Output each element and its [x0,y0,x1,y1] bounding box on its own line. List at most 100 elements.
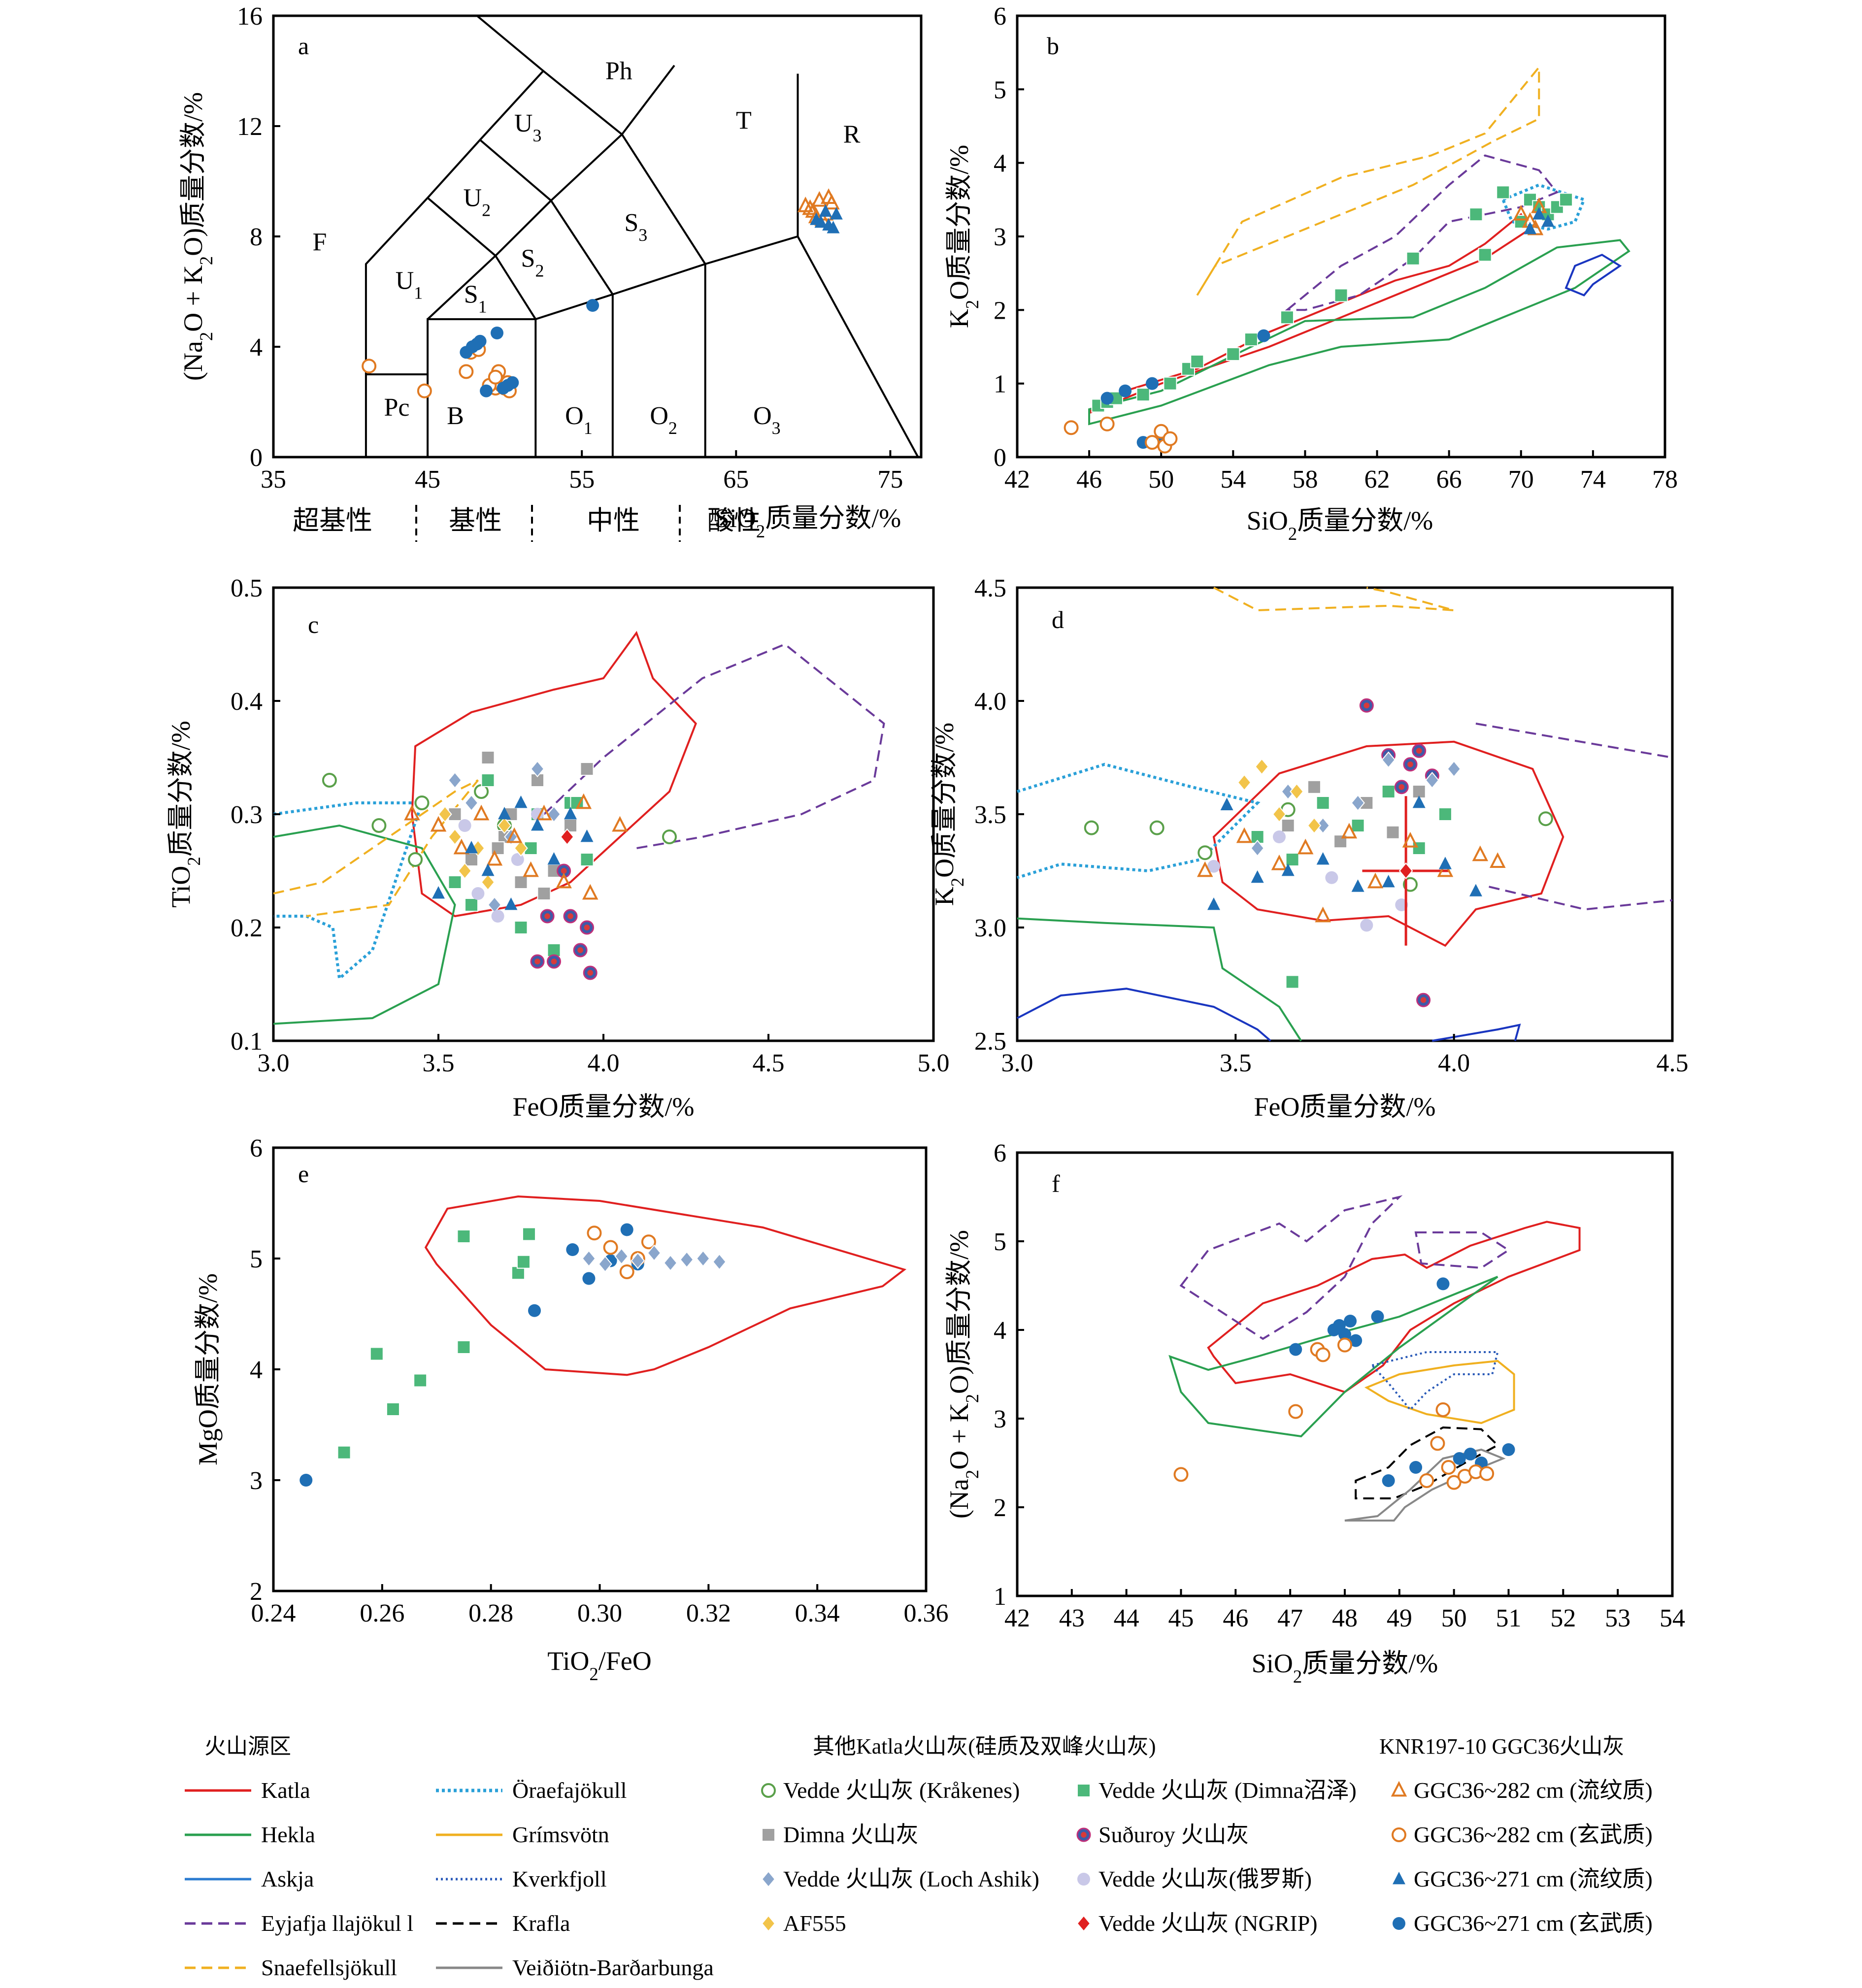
y-tick-label-b: 6 [994,2,1006,31]
data-point [1360,919,1373,932]
y-tick-label-c: 0.2 [231,914,263,942]
eyjafjallajokull-field [543,643,885,849]
x-tick-label-e: 0.32 [686,1599,731,1627]
oraefajokull-field [1017,762,1261,879]
x-tick-label-d: 3.0 [1001,1049,1033,1077]
data-point [497,817,512,834]
data-point [1288,1404,1303,1419]
x-axis-label-a: SiO2质量分数/% [715,503,901,541]
data-point [488,369,503,385]
x-tick-label-f: 54 [1660,1604,1685,1632]
data-point-center [534,959,540,964]
y-tick-label-e: 5 [250,1245,263,1273]
data-point [566,1243,579,1256]
katla-field [424,1195,907,1376]
data-point [1453,1452,1466,1465]
data-point [457,1229,471,1243]
x-tick-label-b: 74 [1580,465,1606,494]
data-point [582,1272,596,1285]
y-tick-label-a: 12 [237,113,263,141]
y-tick-label-f: 5 [994,1228,1006,1256]
data-point [556,872,572,889]
legend-marker [1392,1827,1406,1842]
data-point [414,795,430,810]
data-point [523,861,539,877]
data-point [620,1223,633,1236]
panel-letter-a: a [298,32,309,60]
x-tick-label-a: 45 [415,465,440,494]
y-tick-label-f: 4 [994,1317,1006,1345]
data-point [473,804,490,821]
data-point [438,805,452,823]
data-point [1190,354,1204,368]
data-point [1325,871,1338,884]
kverkfjoll-field [1370,1351,1499,1412]
legend-label-other: Vedde 火山灰 (Kråkenes) [783,1778,1020,1803]
data-point [830,207,843,220]
series-c [432,795,594,910]
tas-field-label: Pc [384,394,409,422]
data-point [464,794,479,812]
x-tick-label-e: 0.24 [251,1599,296,1627]
rock-category-label: 中性 [587,506,640,535]
legend-items: Katla Hekla Askja Eyjafja llajökul l Snaefel… [185,1778,1653,1980]
snaefellsjokull-field [1196,64,1540,296]
x-tick-label-f: 44 [1114,1604,1139,1632]
panel-letter-c: c [308,611,319,638]
legend-label-source: Krafla [512,1911,570,1936]
data-point [662,829,677,844]
data-point [1307,817,1322,834]
data-point [404,804,420,821]
data-point [1496,185,1510,199]
y-tick-label-a: 0 [250,444,263,472]
data-point [582,884,598,900]
x-tick-label-d: 4.5 [1657,1049,1689,1077]
krafla-field [1355,1426,1499,1499]
data-point [612,816,628,832]
data-point-center [1398,784,1405,790]
data-point [547,852,561,865]
x-tick-label-e: 0.28 [468,1599,513,1627]
data-point [1197,861,1213,877]
data-point [560,828,574,846]
askja-field [1564,254,1622,297]
data-point [1412,795,1426,808]
data-point [1207,897,1220,910]
series-d [1281,780,1426,849]
eyjafjallajokull-field [1179,1195,1403,1340]
hekla-field [1088,239,1630,426]
data-point [1272,805,1287,823]
hekla-field [1168,1276,1498,1438]
x-tick-label-a: 75 [877,465,903,494]
axes-a: 35 45 55 65 75 0 4 8 12 16 (Na2O + K2O)质量分数/% SiO2质… [178,2,903,541]
data-point [1386,825,1400,839]
data-point [465,853,478,866]
series-e [337,1227,536,1459]
data-point [1402,831,1419,848]
data-point [1438,857,1452,869]
data-point [1406,251,1420,265]
data-point-center [561,868,567,874]
legend-label-other: AF555 [783,1911,846,1936]
series-b [1524,207,1555,234]
grimsvotn-field [1364,1359,1515,1425]
y-tick-label-d: 2.5 [974,1027,1006,1056]
x-tick-label-f: 50 [1441,1604,1467,1632]
data-point [1181,362,1196,376]
data-point [1307,780,1321,794]
data-point [337,1445,351,1459]
legend-label-source: Snaefellsjökull [261,1955,397,1980]
data-point [619,1264,634,1279]
y-axis-label-b: K2O质量分数/% [944,145,982,328]
data-point [1382,1474,1395,1487]
y-tick-label-f: 1 [994,1583,1006,1611]
data-point [362,359,377,374]
x-tick-label-c: 3.0 [258,1049,290,1077]
data-point [1550,200,1564,214]
y-tick-label-b: 0 [994,444,1006,472]
y-tick-label-c: 0.1 [231,1027,263,1056]
data-point [458,862,472,880]
tas-field-label: U1 [396,266,423,302]
series-d [1362,796,1450,946]
